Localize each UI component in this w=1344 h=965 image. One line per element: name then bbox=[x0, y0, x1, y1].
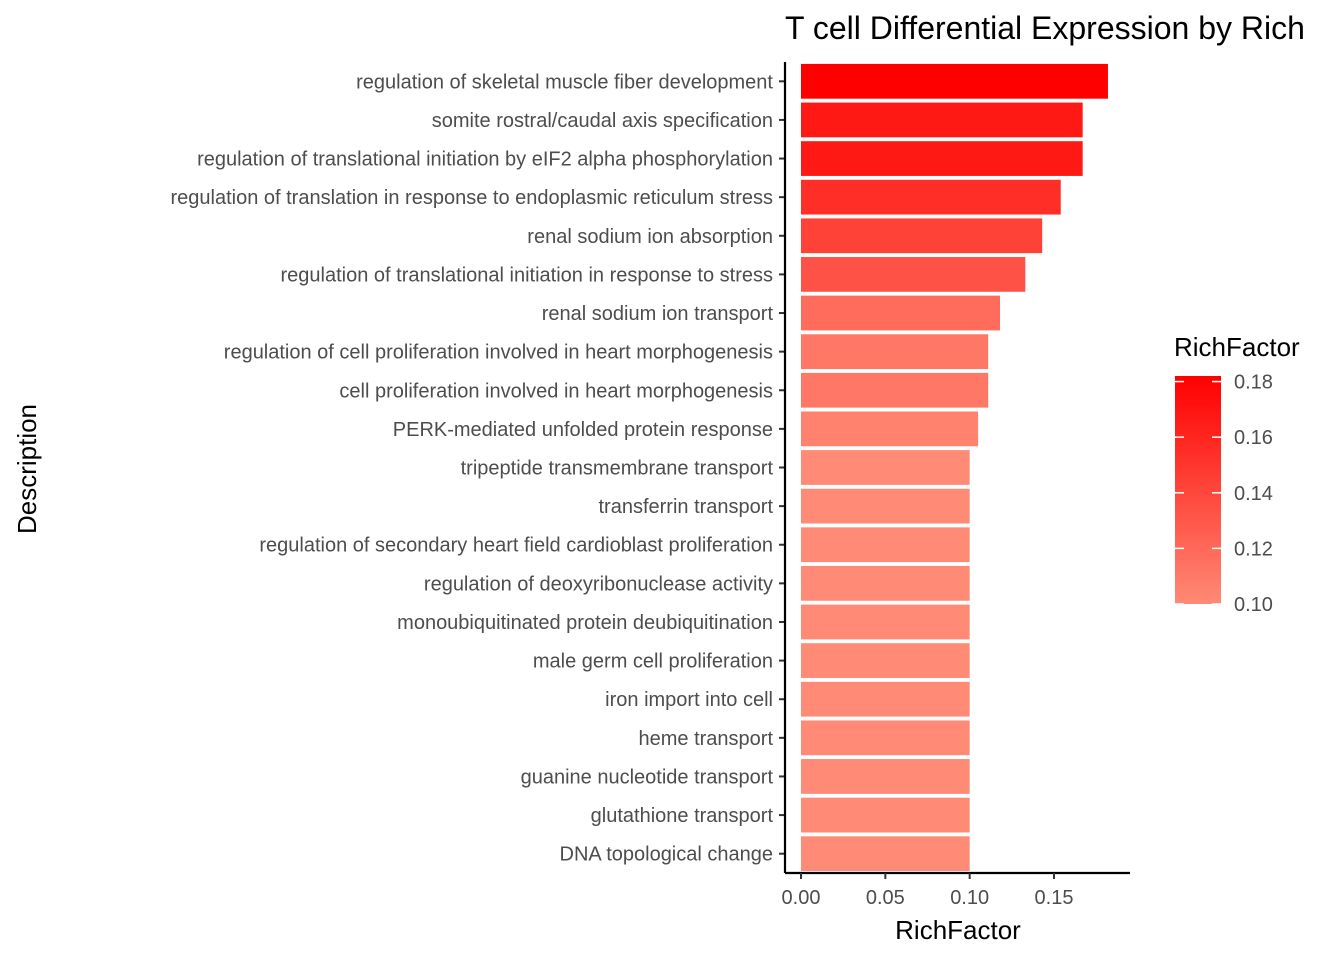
legend-label: 0.10 bbox=[1234, 594, 1273, 616]
bar bbox=[801, 179, 1061, 215]
x-axis-title: RichFactor bbox=[895, 915, 1021, 945]
category-label: tripeptide transmembrane transport bbox=[461, 458, 774, 480]
bar bbox=[801, 527, 970, 563]
category-label: iron import into cell bbox=[605, 689, 773, 711]
category-label: regulation of secondary heart field card… bbox=[259, 535, 773, 557]
category-label: guanine nucleotide transport bbox=[521, 766, 774, 788]
category-label: regulation of translation in response to… bbox=[170, 187, 773, 209]
legend-label: 0.14 bbox=[1234, 483, 1273, 505]
category-label: renal sodium ion transport bbox=[542, 303, 774, 325]
x-tick-label: 0.10 bbox=[950, 887, 989, 909]
legend-label: 0.16 bbox=[1234, 427, 1273, 449]
x-tick-label: 0.15 bbox=[1035, 887, 1074, 909]
chart-title: T cell Differential Expression by Rich bbox=[785, 10, 1305, 46]
bar bbox=[801, 604, 970, 640]
bar bbox=[801, 218, 1043, 254]
legend-label: 0.18 bbox=[1234, 372, 1273, 394]
bar bbox=[801, 720, 970, 756]
bar bbox=[801, 643, 970, 678]
y-axis-title: Description bbox=[12, 404, 42, 534]
category-label: male germ cell proliferation bbox=[533, 651, 773, 673]
category-label: glutathione transport bbox=[591, 805, 774, 827]
category-label: somite rostral/caudal axis specification bbox=[432, 110, 773, 132]
bar bbox=[801, 565, 970, 601]
bars-layer bbox=[801, 63, 1108, 872]
bar bbox=[801, 102, 1083, 138]
category-label: renal sodium ion absorption bbox=[527, 226, 773, 248]
axes: 0.00 0.05 0.10 0.15 bbox=[779, 62, 1130, 909]
x-tick-label: 0.05 bbox=[866, 887, 905, 909]
bar bbox=[801, 372, 989, 408]
category-label: regulation of skeletal muscle fiber deve… bbox=[356, 71, 773, 93]
bar bbox=[801, 411, 979, 447]
bar bbox=[801, 295, 1001, 331]
category-label: regulation of translational initiation b… bbox=[197, 149, 773, 171]
bar bbox=[801, 836, 970, 872]
bar bbox=[801, 334, 989, 370]
category-label: PERK-mediated unfolded protein response bbox=[393, 419, 773, 441]
bar bbox=[801, 488, 970, 524]
category-label: DNA topological change bbox=[560, 844, 773, 866]
category-label: heme transport bbox=[638, 728, 773, 750]
bar bbox=[801, 257, 1026, 292]
bar bbox=[801, 681, 970, 717]
bar bbox=[801, 759, 970, 794]
category-label: regulation of translational initiation i… bbox=[281, 264, 774, 286]
bar bbox=[801, 63, 1108, 99]
x-tick-label: 0.00 bbox=[782, 887, 821, 909]
bar bbox=[801, 450, 970, 485]
legend-ticks: 0.18 0.16 0.14 0.12 0.10 bbox=[1175, 372, 1273, 616]
category-label: monoubiquitinated protein deubiquitinati… bbox=[397, 612, 773, 634]
bar bbox=[801, 797, 970, 833]
legend: RichFactor 0.18 0.16 0.14 0.12 0.10 bbox=[1174, 332, 1300, 616]
category-label: regulation of deoxyribonuclease activity bbox=[424, 573, 773, 595]
category-label: cell proliferation involved in heart mor… bbox=[339, 380, 773, 402]
category-label: transferrin transport bbox=[598, 496, 773, 518]
legend-colorbar bbox=[1175, 376, 1221, 604]
bar bbox=[801, 141, 1083, 176]
category-label: regulation of cell proliferation involve… bbox=[224, 342, 773, 364]
legend-title: RichFactor bbox=[1174, 332, 1300, 362]
legend-label: 0.12 bbox=[1234, 538, 1273, 560]
category-labels: regulation of skeletal muscle fiber deve… bbox=[170, 71, 773, 865]
